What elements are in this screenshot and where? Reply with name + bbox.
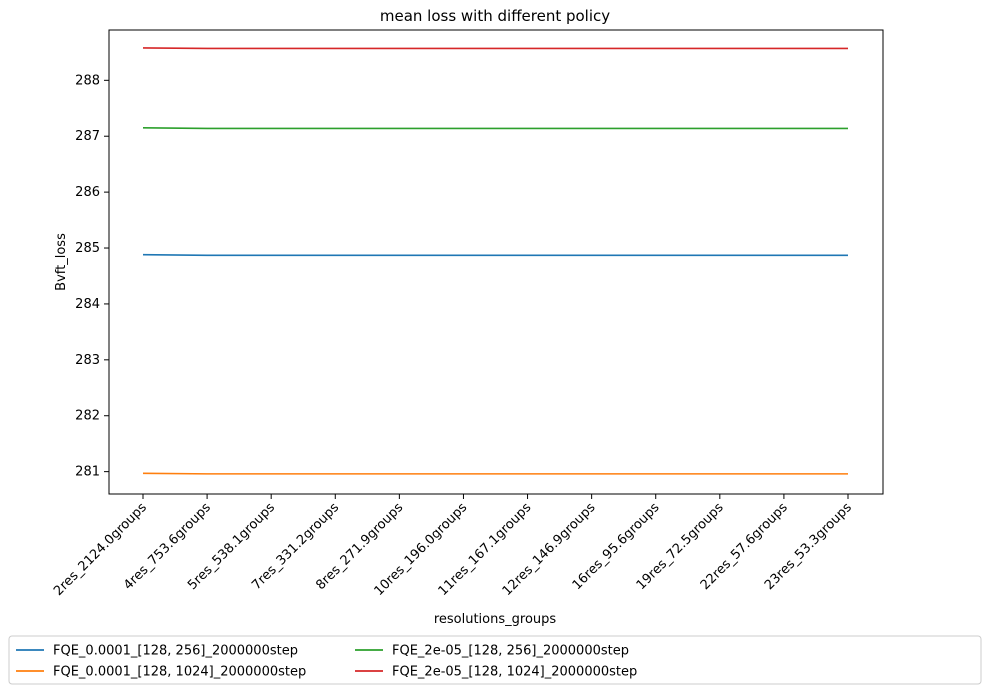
y-tick-label: 282 <box>75 409 100 424</box>
y-tick-label: 288 <box>75 73 100 88</box>
series-line <box>142 472 848 475</box>
legend-entry: FQE_0.0001_[128, 1024]_2000000step <box>53 665 306 680</box>
legend: FQE_0.0001_[128, 256]_2000000step FQE_0.0… <box>8 635 982 685</box>
series-line <box>142 127 848 130</box>
series-lines <box>142 47 848 475</box>
chart-title: mean loss with different policy <box>380 7 610 25</box>
y-tick-label: 283 <box>75 353 100 368</box>
y-tick-label: 284 <box>75 297 100 312</box>
y-tick-label: 286 <box>75 185 100 200</box>
y-tick-label: 281 <box>75 465 100 480</box>
x-axis-label: resolutions_groups <box>434 612 557 627</box>
series-line <box>142 253 848 257</box>
legend-entry: FQE_2e-05_[128, 1024]_2000000step <box>392 665 637 680</box>
y-tick-label: 287 <box>75 129 100 144</box>
plot-area <box>108 29 884 495</box>
legend-frame <box>8 635 982 685</box>
legend-entry: FQE_2e-05_[128, 256]_2000000step <box>392 644 629 659</box>
legend-entry: FQE_0.0001_[128, 256]_2000000step <box>53 644 298 659</box>
y-axis: 281 282 283 284 285 286 287 288 <box>75 73 109 480</box>
x-axis: 2res_2124.0groups4res_753.6groups5res_53… <box>51 494 855 599</box>
y-tick-label: 285 <box>75 241 100 256</box>
series-line <box>142 47 848 50</box>
y-axis-label: Bvft_loss <box>54 233 69 291</box>
